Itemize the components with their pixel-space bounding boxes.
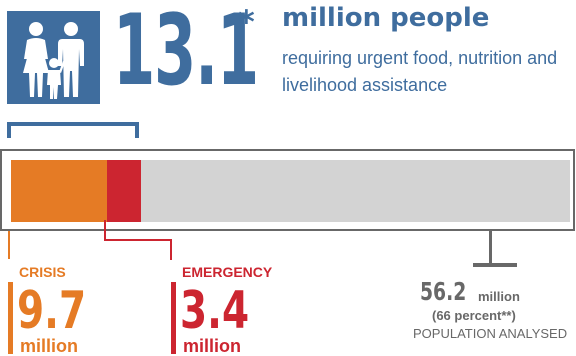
bar-segment-crisis bbox=[11, 160, 108, 222]
emergency-label: EMERGENCY bbox=[182, 264, 273, 280]
population-label: POPULATION ANALYSED bbox=[413, 326, 568, 341]
emergency-value: 3.4 bbox=[180, 281, 250, 341]
population-tick bbox=[489, 231, 492, 264]
population-bar bbox=[0, 149, 575, 231]
crisis-tick bbox=[8, 231, 10, 259]
crisis-value: 9.7 bbox=[17, 281, 87, 341]
bracket-marker bbox=[7, 122, 139, 138]
population-percent: (66 percent**) bbox=[432, 308, 516, 323]
emergency-accent bbox=[171, 282, 176, 354]
crisis-unit: million bbox=[20, 336, 78, 356]
bar-track bbox=[11, 160, 570, 222]
headline-subtitle: requiring urgent food, nutrition and liv… bbox=[282, 48, 558, 95]
headline-title: million people bbox=[282, 3, 490, 33]
population-unit: million bbox=[478, 289, 520, 304]
family-icon bbox=[7, 11, 100, 104]
crisis-label: CRISIS bbox=[19, 264, 66, 280]
population-value: 56.2 bbox=[420, 277, 467, 306]
emergency-unit: million bbox=[183, 336, 241, 356]
bar-segment-emergency bbox=[107, 160, 142, 222]
footnote-asterisk: * bbox=[238, 3, 255, 41]
emergency-connector bbox=[104, 220, 172, 260]
crisis-accent bbox=[8, 282, 13, 354]
population-tick-base bbox=[473, 263, 517, 267]
headline-number: 13.1 bbox=[113, 0, 259, 108]
